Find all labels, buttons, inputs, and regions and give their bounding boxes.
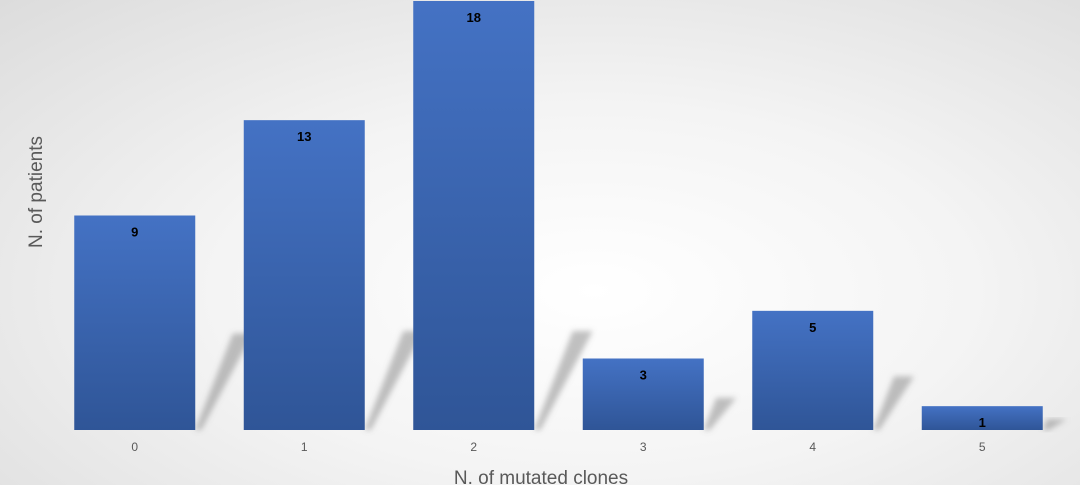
y-axis-title: N. of patients [26, 136, 47, 248]
data-label-3: 3 [640, 368, 647, 383]
x-tick-label-3: 3 [640, 440, 647, 454]
bar-shadow [364, 331, 424, 430]
bar-shadow [873, 376, 915, 430]
bar-shadow [1042, 419, 1067, 430]
bar-shadow [534, 331, 593, 430]
bar-3 [582, 358, 704, 430]
x-tick-label-2: 2 [470, 440, 477, 454]
x-tick-label-1: 1 [301, 440, 308, 454]
bar-0 [74, 215, 196, 430]
data-label-5: 1 [979, 415, 986, 430]
bar-4 [752, 310, 874, 430]
bar-2 [413, 1, 535, 430]
x-axis-title: N. of mutated clones [454, 468, 628, 485]
bar-shadow [195, 333, 253, 430]
x-tick-label-5: 5 [979, 440, 986, 454]
bar-shadow [703, 397, 737, 430]
x-tick-label-4: 4 [809, 440, 816, 454]
data-label-0: 9 [131, 225, 138, 240]
data-label-1: 13 [297, 129, 311, 144]
data-label-2: 18 [467, 10, 481, 25]
bar-1 [243, 120, 365, 431]
x-tick-label-0: 0 [131, 440, 138, 454]
bar-5 [921, 406, 1043, 430]
data-label-4: 5 [809, 320, 816, 335]
